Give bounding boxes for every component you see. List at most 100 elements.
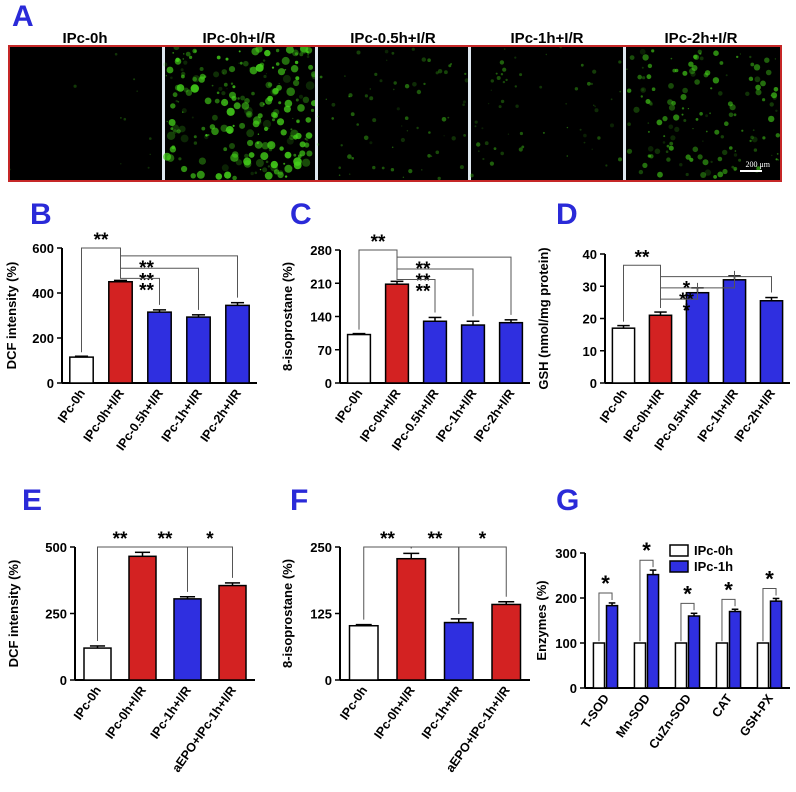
- fluorescence-spot: [230, 153, 239, 162]
- fluorescence-spot: [490, 89, 492, 91]
- fluorescence-spot: [393, 88, 395, 91]
- fluorescence-spot: [626, 68, 628, 70]
- fluorescence-spot: [690, 71, 696, 77]
- fluorescence-spot: [305, 81, 315, 90]
- fluorescence-spot: [272, 118, 275, 122]
- y-tick-label: 0: [590, 376, 597, 391]
- fluorescence-spot: [404, 116, 409, 120]
- micrograph-separator: [468, 47, 471, 180]
- fluorescence-spot: [618, 60, 622, 64]
- x-tick-label: IPc-2h+I/R: [198, 387, 244, 445]
- fluorescence-spot: [704, 70, 711, 76]
- fluorescence-spot: [294, 60, 299, 65]
- fluorescence-spot: [384, 49, 389, 54]
- fluorescence-spot: [665, 150, 669, 153]
- fluorescence-spot: [175, 57, 180, 62]
- fluorescence-spot: [640, 95, 643, 98]
- fluorescence-spot: [773, 87, 779, 92]
- bar-ipc-1h-gsh-px: [769, 600, 783, 689]
- fluorescence-spot: [177, 100, 180, 103]
- fluorescence-spot: [348, 95, 350, 98]
- fluorescence-spot: [181, 165, 188, 173]
- fluorescence-spot: [293, 79, 300, 87]
- fluorescence-spot: [412, 82, 417, 87]
- fluorescence-spot: [331, 117, 334, 120]
- significance-marker: **: [416, 281, 431, 302]
- fluorescence-spot: [123, 117, 127, 121]
- fluorescence-spot: [182, 58, 185, 60]
- fluorescence-spot: [754, 76, 761, 83]
- fluorescence-spot: [610, 123, 614, 128]
- x-tick-label: IPc-0h: [337, 684, 370, 723]
- fluorescence-spot: [262, 59, 266, 62]
- fluorescence-texture: [626, 48, 780, 179]
- significance-marker: *: [683, 279, 691, 300]
- fluorescence-spot: [750, 62, 755, 67]
- fluorescence-spot: [251, 91, 255, 96]
- fluorescence-spot: [267, 95, 273, 102]
- fluorescence-spot: [192, 76, 197, 82]
- y-tick-label: 500: [45, 540, 67, 555]
- x-tick-label: GSH-PX: [737, 691, 776, 739]
- bar-ipc-2h-i-r: [225, 304, 250, 384]
- bar-ipc-1h-mn-sod: [646, 573, 660, 689]
- fluorescence-spot: [435, 150, 440, 155]
- fluorescence-spot: [682, 87, 688, 94]
- fluorescence-spot: [391, 51, 395, 55]
- fluorescence-spot: [306, 150, 313, 157]
- fluorescence-spot: [211, 84, 214, 87]
- significance-marker: *: [724, 577, 733, 602]
- fluorescence-spot: [293, 153, 297, 157]
- fluorescence-spot: [189, 55, 193, 59]
- chart-e-dcf-intensity: 0 250 500 DCF intensity (%) IPc-0hIPc-0h+I/R…: [6, 529, 255, 775]
- fluorescence-spot: [308, 64, 314, 70]
- significance-marker: *: [601, 571, 610, 596]
- fluorescence-spot: [629, 55, 635, 60]
- fluorescence-spot: [220, 124, 228, 132]
- y-tick-label: 210: [310, 276, 332, 291]
- fluorescence-spot: [647, 154, 651, 158]
- significance-bracket: [660, 276, 772, 309]
- fluorescence-spot: [682, 70, 688, 76]
- fluorescence-spot: [514, 85, 517, 88]
- fluorescence-spot: [717, 171, 724, 178]
- fluorescence-spot: [271, 66, 275, 69]
- fluorescence-spot: [654, 148, 661, 155]
- fluorescence-spot: [647, 146, 654, 152]
- fluorescence-spot: [226, 107, 235, 116]
- fluorescence-spot: [180, 134, 189, 143]
- fluorescence-spot: [592, 69, 597, 74]
- y-tick-label: 400: [32, 286, 54, 301]
- fluorescence-spot: [610, 98, 613, 101]
- y-tick-label: 250: [310, 540, 332, 555]
- bar-ipc-0h-i-r: [396, 557, 427, 681]
- fluorescence-spot: [251, 47, 260, 56]
- fluorescence-spot: [267, 141, 274, 148]
- fluorescence-spot: [244, 98, 250, 104]
- fluorescence-spot: [295, 98, 299, 102]
- micrograph-ipc-2h-ir: 200 μm: [626, 47, 780, 180]
- fluorescence-spot: [733, 113, 737, 117]
- fluorescence-spot: [749, 55, 752, 59]
- fluorescence-spot: [718, 91, 723, 96]
- fluorescence-spot: [228, 66, 236, 73]
- fluorescence-spot: [618, 157, 622, 162]
- fluorescence-spot: [500, 151, 504, 156]
- y-tick-label: 0: [570, 681, 577, 696]
- fluorescence-spot: [304, 137, 307, 140]
- fluorescence-spot: [462, 100, 466, 104]
- fluorescence-spot: [249, 66, 258, 75]
- fluorescence-spot: [165, 75, 167, 77]
- fluorescence-spot: [574, 87, 579, 91]
- fluorescence-spot: [751, 136, 758, 143]
- fluorescence-spot: [268, 147, 273, 152]
- fluorescence-spot: [252, 120, 260, 128]
- fluorescence-spot: [692, 128, 694, 130]
- y-axis-label: GSH (nmol/mg protein): [536, 247, 551, 389]
- fluorescence-spot: [641, 88, 645, 91]
- fluorescence-spot: [583, 133, 587, 138]
- fluorescence-spot: [193, 141, 198, 145]
- panel-label-g: G: [556, 484, 580, 517]
- bar-ipc-0h-gsh-px: [756, 642, 770, 689]
- y-tick-label: 70: [318, 343, 332, 358]
